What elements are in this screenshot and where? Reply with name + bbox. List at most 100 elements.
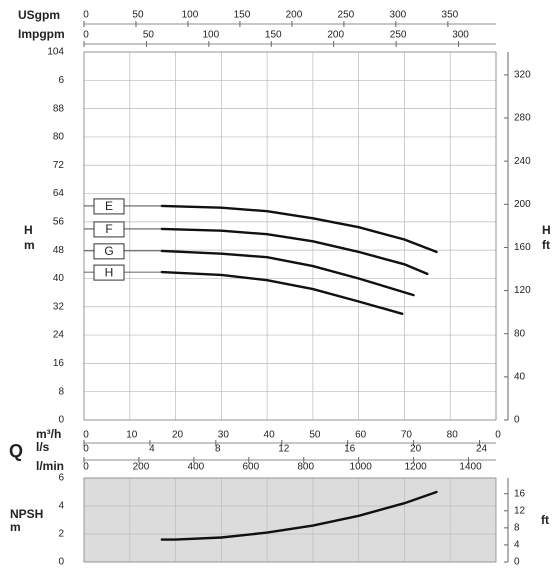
y-tick-label: 104 [47,47,64,58]
legend-box [93,264,125,281]
legend-label: G [104,244,113,258]
y2-tick-label: 280 [514,113,531,124]
y-tick-label: 6 [58,473,64,484]
secondary-tick-label: 24 [476,444,488,455]
curve [160,204,438,254]
y2-tick-label: 240 [514,156,531,167]
secondary-tick-label: 8 [215,444,221,455]
axis-label: m³/h [36,427,61,441]
secondary-tick-label: 200 [286,10,303,21]
y2-tick-label: 80 [514,328,526,339]
y-tick-label: 80 [53,132,65,143]
secondary-tick-label: 16 [344,444,356,455]
curve [160,490,438,541]
y-tick-label: 4 [58,501,64,512]
plot-area [84,52,496,420]
y-axis-label: NPSH [10,507,43,521]
secondary-tick-label: 150 [234,10,251,21]
y2-axis-label: ft [542,238,550,252]
y-tick-label: 2 [58,529,64,540]
secondary-tick-label: 150 [265,30,282,41]
legend-box [93,243,125,260]
y-tick-label: 16 [53,358,65,369]
secondary-tick-label: 50 [143,30,155,41]
curve [160,270,404,315]
plot-frame [83,477,497,563]
y-tick-label: 48 [53,245,65,256]
legend-box [93,221,125,238]
y-axis-label: H [24,223,33,237]
y2-tick-label: 320 [514,70,531,81]
y-tick-label: 0 [58,557,64,568]
secondary-tick-label: 200 [133,462,150,473]
y-tick-label: 6 [58,75,64,86]
y-tick-label: 32 [53,301,65,312]
y-tick-label: 56 [53,216,65,227]
y2-tick-label: 4 [514,540,520,551]
legend-label: H [105,265,114,279]
curve [160,227,429,276]
secondary-tick-label: 1400 [459,462,482,473]
x-tick-label: 0 [83,430,89,441]
axis-label: USgpm [18,8,60,22]
y2-tick-label: 0 [514,415,520,426]
secondary-tick-label: 0 [83,30,89,41]
y-axis-label: m [10,520,21,534]
curve [160,249,415,297]
y2-tick-label: 12 [514,505,526,516]
secondary-tick-label: 1000 [350,462,373,473]
plot-frame [83,51,497,421]
secondary-tick-label: 300 [452,30,469,41]
y-tick-label: 8 [58,386,64,397]
y2-axis-label: H [542,223,551,237]
secondary-tick-label: 1200 [404,462,427,473]
secondary-tick-label: 12 [278,444,290,455]
secondary-tick-label: 250 [338,10,355,21]
x-tick-label: 70 [401,430,413,441]
secondary-tick-label: 50 [132,10,144,21]
y2-axis-label: ft [541,513,549,527]
x-tick-label: 0 [495,430,501,441]
secondary-tick-label: 250 [390,30,407,41]
secondary-tick-label: 20 [410,444,422,455]
secondary-tick-label: 100 [203,30,220,41]
secondary-tick-label: 4 [149,444,155,455]
y2-tick-label: 16 [514,488,526,499]
legend-label: F [105,222,112,236]
secondary-tick-label: 350 [442,10,459,21]
secondary-tick-label: 300 [390,10,407,21]
secondary-tick-label: 0 [83,10,89,21]
secondary-tick-label: 100 [182,10,199,21]
x-tick-label: 50 [309,430,321,441]
axis-label: Q [9,441,23,461]
axis-label: l/min [36,459,64,473]
x-tick-label: 60 [355,430,367,441]
y2-tick-label: 40 [514,371,526,382]
y2-tick-label: 160 [514,242,531,253]
axis-label: Impgpm [18,27,65,41]
x-tick-label: 40 [264,430,276,441]
x-tick-label: 20 [172,430,184,441]
y2-tick-label: 8 [514,523,520,534]
secondary-tick-label: 0 [83,462,89,473]
plot-area [84,478,496,562]
y-tick-label: 72 [53,160,65,171]
secondary-tick-label: 0 [83,444,89,455]
secondary-tick-label: 200 [327,30,344,41]
axis-label: l/s [36,440,50,454]
legend-box [93,198,125,215]
x-tick-label: 10 [126,430,138,441]
legend-label: E [105,199,113,213]
y-tick-label: 24 [53,330,65,341]
y2-tick-label: 120 [514,285,531,296]
secondary-tick-label: 600 [242,462,259,473]
y-axis-label: m [24,238,35,252]
secondary-tick-label: 800 [297,462,314,473]
y-tick-label: 88 [53,103,65,114]
y2-tick-label: 0 [514,557,520,568]
y-tick-label: 0 [58,415,64,426]
secondary-tick-label: 400 [188,462,205,473]
y-tick-label: 64 [53,188,65,199]
y2-tick-label: 200 [514,199,531,210]
